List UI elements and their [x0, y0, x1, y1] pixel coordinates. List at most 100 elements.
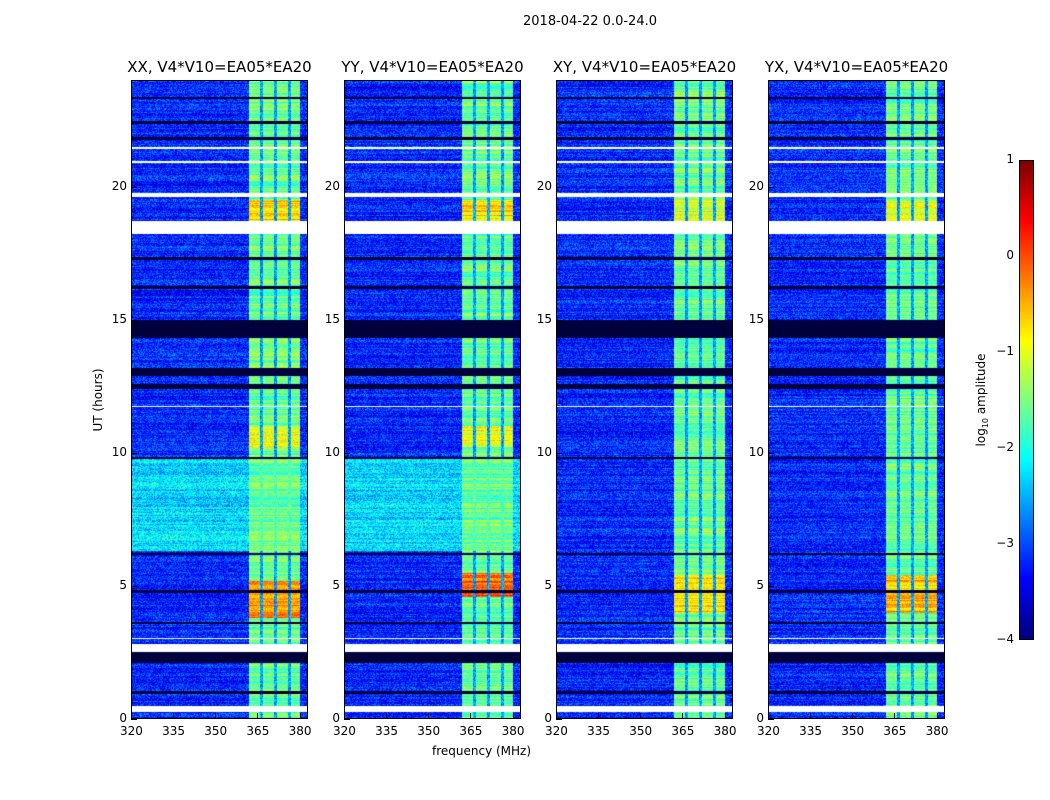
- heatmap-yx: [768, 80, 945, 719]
- x-tick-mark: [299, 713, 301, 719]
- colorbar-tick-label: 0: [1006, 248, 1014, 262]
- x-tick-mark: [512, 713, 514, 719]
- x-tick-mark: [768, 713, 769, 719]
- y-tick-mark: [131, 719, 137, 720]
- x-tick-mark: [470, 713, 472, 719]
- y-tick-mark: [344, 319, 350, 321]
- y-tick-label: 5: [332, 577, 340, 592]
- x-tick-mark: [682, 713, 684, 719]
- colorbar: [1019, 160, 1034, 640]
- panel-title: XX, V4*V10=EA05*EA20: [127, 58, 312, 76]
- y-tick-mark: [768, 452, 774, 454]
- panel-yx: YX, V4*V10=EA05*EA20: [765, 58, 948, 719]
- x-tick-label: 365: [883, 724, 907, 738]
- x-tick-label: 365: [459, 724, 483, 738]
- y-tick-label: 15: [748, 311, 764, 326]
- y-tick-mark: [556, 186, 562, 188]
- y-axis-label: UT (hours): [91, 368, 105, 432]
- x-tick-mark: [598, 713, 600, 719]
- y-tick-mark: [344, 719, 350, 720]
- y-tick-label: 5: [544, 577, 552, 592]
- x-tick-mark: [386, 713, 388, 719]
- y-tick-mark: [344, 452, 350, 454]
- x-axis-label: frequency (MHz): [432, 744, 532, 758]
- x-tick-label: 350: [417, 724, 441, 738]
- y-tick-mark: [768, 585, 774, 587]
- heatmap-xy: [556, 80, 733, 719]
- colorbar-tick-label: 1: [1006, 152, 1014, 166]
- x-tick-label: 335: [375, 724, 399, 738]
- panel-xx: XX, V4*V10=EA05*EA20: [127, 58, 312, 719]
- y-tick-label: 20: [748, 178, 764, 193]
- x-tick-label: 320: [545, 724, 568, 738]
- y-tick-mark: [556, 719, 562, 720]
- x-tick-mark: [344, 713, 345, 719]
- panel-xy: XY, V4*V10=EA05*EA20: [553, 58, 736, 719]
- y-tick-mark: [768, 186, 774, 188]
- x-tick-label: 350: [204, 724, 228, 738]
- y-tick-mark: [131, 186, 137, 188]
- y-tick-label: 15: [111, 311, 127, 326]
- x-tick-mark: [131, 713, 132, 719]
- x-tick-label: 380: [925, 724, 949, 738]
- x-tick-label: 335: [162, 724, 186, 738]
- y-tick-mark: [556, 585, 562, 587]
- y-tick-label: 0: [544, 711, 552, 725]
- figure-title: 2018-04-22 0.0-24.0: [523, 14, 657, 29]
- panel-title: XY, V4*V10=EA05*EA20: [552, 58, 737, 76]
- x-tick-label: 320: [333, 724, 356, 738]
- x-tick-mark: [852, 713, 854, 719]
- x-tick-mark: [556, 713, 557, 719]
- x-tick-mark: [428, 713, 430, 719]
- x-tick-mark: [894, 713, 896, 719]
- y-tick-mark: [131, 319, 137, 321]
- y-tick-label: 20: [536, 178, 552, 193]
- panel-yy: YY, V4*V10=EA05*EA20: [341, 58, 524, 719]
- y-tick-label: 15: [324, 311, 340, 326]
- x-tick-mark: [257, 713, 259, 719]
- x-tick-mark: [810, 713, 812, 719]
- y-tick-label: 10: [324, 444, 340, 459]
- x-tick-label: 350: [629, 724, 653, 738]
- panel-title: YX, V4*V10=EA05*EA20: [764, 58, 949, 76]
- y-tick-label: 20: [111, 178, 127, 193]
- x-tick-label: 365: [246, 724, 270, 738]
- y-tick-label: 10: [748, 444, 764, 459]
- x-tick-label: 380: [713, 724, 737, 738]
- y-tick-label: 10: [536, 444, 552, 459]
- x-tick-mark: [640, 713, 642, 719]
- y-tick-mark: [556, 319, 562, 321]
- x-tick-mark: [173, 713, 175, 719]
- y-tick-mark: [131, 452, 137, 454]
- x-tick-label: 320: [757, 724, 780, 738]
- y-tick-label: 20: [324, 178, 340, 193]
- y-tick-label: 5: [756, 577, 764, 592]
- x-tick-mark: [215, 713, 217, 719]
- x-tick-label: 365: [671, 724, 695, 738]
- colorbar-tick-label: −4: [996, 632, 1014, 646]
- heatmap-xx: [131, 80, 308, 719]
- x-tick-label: 320: [120, 724, 143, 738]
- y-tick-mark: [768, 319, 774, 321]
- x-tick-label: 335: [587, 724, 611, 738]
- y-tick-mark: [556, 452, 562, 454]
- y-tick-mark: [131, 585, 137, 587]
- x-tick-label: 350: [841, 724, 865, 738]
- x-tick-mark: [936, 713, 938, 719]
- y-tick-mark: [344, 186, 350, 188]
- y-tick-label: 0: [756, 711, 764, 725]
- x-tick-label: 335: [799, 724, 823, 738]
- y-tick-label: 0: [119, 711, 127, 725]
- heatmap-yy: [344, 80, 521, 719]
- colorbar-tick-label: −2: [996, 440, 1014, 454]
- y-tick-label: 5: [119, 577, 127, 592]
- colorbar-tick-label: −3: [996, 536, 1014, 550]
- y-tick-label: 15: [536, 311, 552, 326]
- y-tick-mark: [344, 585, 350, 587]
- y-tick-label: 0: [332, 711, 340, 725]
- x-tick-label: 380: [288, 724, 312, 738]
- panel-title: YY, V4*V10=EA05*EA20: [341, 58, 524, 76]
- colorbar-label: log10 amplitude: [973, 353, 991, 447]
- x-tick-label: 380: [501, 724, 525, 738]
